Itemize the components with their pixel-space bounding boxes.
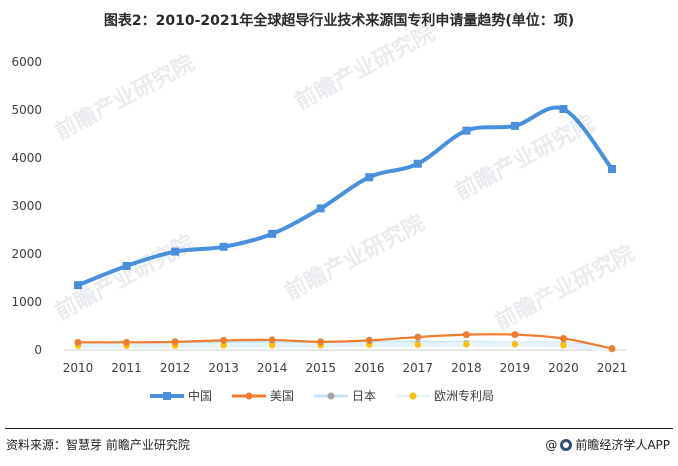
x-tick-label: 2011 xyxy=(111,361,142,375)
data-point-china xyxy=(122,262,131,270)
y-axis: 0 1000 2000 3000 4000 5000 6000 xyxy=(11,55,42,357)
watermark-text: 前瞻产业研究院 xyxy=(51,230,199,325)
legend-marker xyxy=(327,392,335,400)
legend-marker xyxy=(409,392,417,400)
data-point-china xyxy=(171,247,180,256)
y-tick-label: 5000 xyxy=(11,103,42,117)
legend-marker xyxy=(245,392,253,400)
watermark-text: 前瞻产业研究院 xyxy=(291,20,439,115)
x-tick-label: 2010 xyxy=(63,361,94,375)
chart-title: 图表2：2010-2021年全球超导行业技术来源国专利申请量趋势(单位：项) xyxy=(103,13,575,29)
data-point-europe xyxy=(463,341,470,348)
legend-label: 中国 xyxy=(188,388,212,403)
brand: @ 前瞻经济学人APP xyxy=(545,436,670,453)
x-tick-label: 2017 xyxy=(403,361,434,375)
legend-item-china: 中国 xyxy=(150,388,212,403)
legend-item-europe: 欧洲专利局 xyxy=(396,388,494,403)
footer-divider xyxy=(5,428,673,429)
watermark-text: 前瞻产业研究院 xyxy=(491,240,639,335)
x-tick-label: 2019 xyxy=(500,361,531,375)
data-point-usa xyxy=(365,336,373,344)
y-tick-label: 1000 xyxy=(11,295,42,309)
data-point-europe xyxy=(414,341,422,348)
y-tick-label: 2000 xyxy=(11,247,42,261)
series-line-europe xyxy=(75,341,615,352)
data-point-china xyxy=(219,242,228,251)
data-point-china xyxy=(268,229,277,238)
y-tick-label: 3000 xyxy=(11,199,42,213)
data-point-usa xyxy=(317,338,325,346)
watermark-text: 前瞻产业研究院 xyxy=(281,210,429,305)
data-point-usa xyxy=(74,338,82,346)
data-point-usa xyxy=(511,331,519,339)
data-point-europe xyxy=(511,341,519,348)
y-tick-label: 6000 xyxy=(11,55,42,69)
data-point-china xyxy=(74,281,82,290)
legend-marker xyxy=(163,392,171,400)
y-tick-label: 4000 xyxy=(11,151,42,165)
legend-label: 美国 xyxy=(270,389,294,403)
legend-item-usa: 美国 xyxy=(232,389,294,403)
y-tick-label: 0 xyxy=(34,343,42,357)
data-point-china xyxy=(413,159,422,168)
data-point-china xyxy=(608,165,616,174)
qianzhan-logo-icon xyxy=(560,438,573,451)
data-point-china xyxy=(462,126,471,135)
legend-label: 日本 xyxy=(352,389,376,403)
x-axis: 2010 2011 2012 2013 2014 2015 2016 2017 2018 2019… xyxy=(63,361,628,375)
series-layer xyxy=(74,105,616,353)
data-point-europe xyxy=(268,342,276,349)
legend: 中国 美国 日本 欧洲专利局 xyxy=(150,388,494,403)
data-point-usa xyxy=(414,333,422,341)
data-point-usa xyxy=(220,336,228,344)
watermark-text: 前瞻产业研究院 xyxy=(451,110,599,205)
data-point-usa xyxy=(268,336,276,344)
data-point-usa xyxy=(559,334,567,342)
x-tick-label: 2021 xyxy=(597,361,628,375)
series-line-usa xyxy=(76,333,614,350)
data-point-china xyxy=(559,105,568,114)
source-row: 资料来源：智慧芽 前瞻产业研究院 @ 前瞻经济学人APP xyxy=(0,428,678,466)
legend-item-japan: 日本 xyxy=(314,389,376,403)
x-tick-label: 2018 xyxy=(451,361,482,375)
x-tick-label: 2020 xyxy=(548,361,579,375)
x-tick-label: 2012 xyxy=(160,361,191,375)
data-point-china xyxy=(316,204,325,213)
x-tick-label: 2014 xyxy=(257,361,288,375)
x-tick-label: 2016 xyxy=(354,361,385,375)
x-tick-label: 2015 xyxy=(305,361,336,375)
brand-name: 前瞻经济学人APP xyxy=(575,438,670,452)
source-text: 资料来源：智慧芽 前瞻产业研究院 xyxy=(6,438,190,452)
data-point-usa xyxy=(171,338,179,346)
data-point-europe xyxy=(220,342,227,349)
data-point-usa xyxy=(462,331,470,339)
legend-label: 欧洲专利局 xyxy=(434,388,494,403)
x-tick-label: 2013 xyxy=(208,361,239,375)
brand-prefix: @ xyxy=(545,437,558,452)
data-point-usa xyxy=(123,338,131,346)
data-point-europe xyxy=(560,342,567,349)
data-point-china xyxy=(365,173,374,182)
watermark-text: 前瞻产业研究院 xyxy=(51,50,199,145)
data-point-usa xyxy=(608,345,616,353)
data-point-china xyxy=(510,121,519,130)
